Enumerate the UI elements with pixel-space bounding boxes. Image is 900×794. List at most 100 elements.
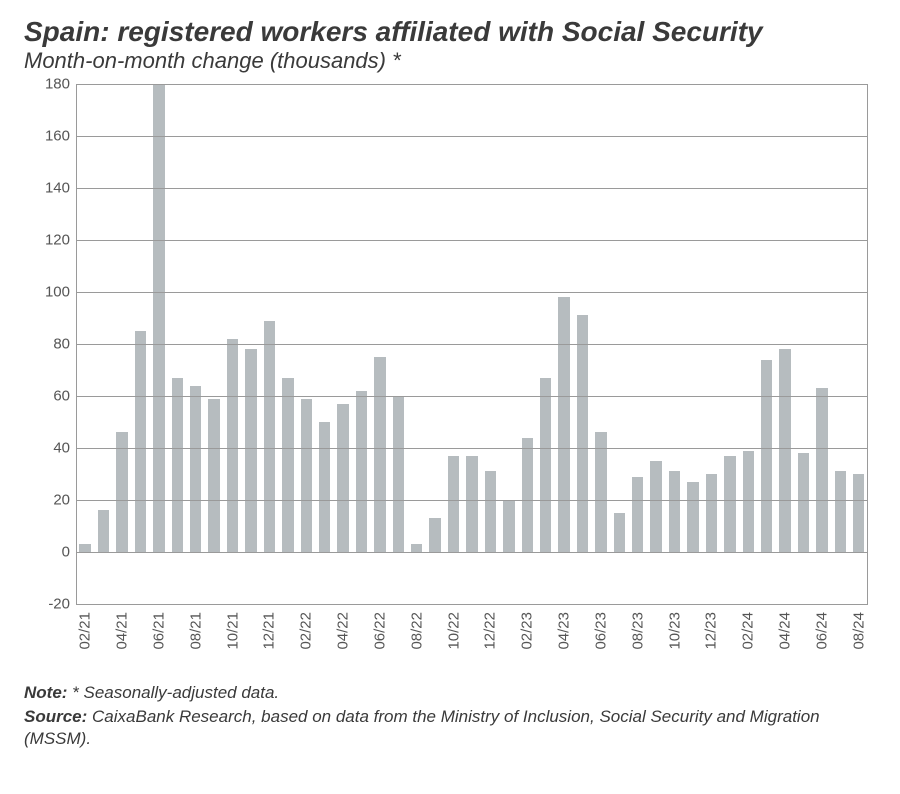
x-tick-label: 04/21	[114, 604, 131, 650]
bar	[577, 315, 588, 552]
x-tick-label: 02/21	[77, 604, 94, 650]
x-tick-label: 04/22	[335, 604, 352, 650]
y-tick-label: 120	[45, 232, 76, 249]
bar	[79, 544, 90, 552]
x-tick-label: 06/21	[150, 604, 167, 650]
y-tick-label: -20	[48, 596, 76, 613]
bar	[98, 510, 109, 552]
bar	[485, 471, 496, 552]
bar	[264, 321, 275, 552]
source-line: Source: CaixaBank Research, based on dat…	[24, 706, 876, 750]
grid-line	[76, 84, 868, 85]
bar	[153, 84, 164, 552]
bar	[319, 422, 330, 552]
bar	[798, 453, 809, 552]
grid-line	[76, 292, 868, 293]
bar	[522, 438, 533, 552]
y-tick-label: 40	[53, 440, 76, 457]
note-line: Note: * Seasonally-adjusted data.	[24, 682, 876, 704]
x-tick-label: 12/22	[482, 604, 499, 650]
bar	[448, 456, 459, 552]
bar	[650, 461, 661, 552]
bar	[301, 399, 312, 552]
x-tick-label: 08/23	[629, 604, 646, 650]
y-tick-label: 180	[45, 76, 76, 93]
chart-area: -2002040608010012014016018002/2104/2106/…	[24, 84, 868, 668]
x-tick-label: 10/23	[666, 604, 683, 650]
bar	[724, 456, 735, 552]
grid-line	[76, 188, 868, 189]
bar	[503, 500, 514, 552]
bar	[706, 474, 717, 552]
chart-subtitle: Month-on-month change (thousands) *	[24, 48, 876, 74]
y-tick-label: 80	[53, 336, 76, 353]
x-tick-label: 06/24	[813, 604, 830, 650]
bar	[116, 432, 127, 552]
figure-container: Spain: registered workers affiliated wit…	[0, 0, 900, 794]
bar	[558, 297, 569, 552]
x-tick-label: 10/22	[445, 604, 462, 650]
left-axis	[76, 84, 77, 604]
chart-title: Spain: registered workers affiliated wit…	[24, 16, 876, 48]
bar	[245, 349, 256, 552]
grid-line	[76, 552, 868, 553]
grid-line	[76, 396, 868, 397]
x-tick-label: 06/22	[371, 604, 388, 650]
source-label: Source:	[24, 707, 87, 726]
bar	[835, 471, 846, 552]
note-text: * Seasonally-adjusted data.	[67, 683, 279, 702]
x-tick-label: 04/24	[777, 604, 794, 650]
bar	[743, 451, 754, 552]
bar	[135, 331, 146, 552]
bar	[172, 378, 183, 552]
bar	[687, 482, 698, 552]
y-tick-label: 0	[62, 544, 76, 561]
bar	[411, 544, 422, 552]
bar	[614, 513, 625, 552]
x-tick-label: 02/22	[298, 604, 315, 650]
y-tick-label: 140	[45, 180, 76, 197]
bar	[374, 357, 385, 552]
source-text: CaixaBank Research, based on data from t…	[24, 707, 820, 748]
bar	[190, 386, 201, 552]
grid-line	[76, 136, 868, 137]
bar	[466, 456, 477, 552]
x-tick-label: 08/21	[187, 604, 204, 650]
bar	[429, 518, 440, 552]
bar	[356, 391, 367, 552]
y-tick-label: 60	[53, 388, 76, 405]
bar	[208, 399, 219, 552]
bar	[632, 477, 643, 552]
y-tick-label: 20	[53, 492, 76, 509]
bar	[761, 360, 772, 552]
bar	[282, 378, 293, 552]
bar	[595, 432, 606, 552]
bar	[540, 378, 551, 552]
x-tick-label: 06/23	[592, 604, 609, 650]
footnotes: Note: * Seasonally-adjusted data. Source…	[24, 682, 876, 749]
grid-line	[76, 240, 868, 241]
bar	[816, 388, 827, 552]
x-tick-label: 02/24	[740, 604, 757, 650]
right-axis	[867, 84, 868, 604]
x-tick-label: 08/24	[850, 604, 867, 650]
x-tick-label: 10/21	[224, 604, 241, 650]
x-tick-label: 12/21	[261, 604, 278, 650]
y-tick-label: 100	[45, 284, 76, 301]
grid-line	[76, 344, 868, 345]
bar	[779, 349, 790, 552]
x-tick-label: 04/23	[556, 604, 573, 650]
grid-line	[76, 500, 868, 501]
x-tick-label: 02/23	[519, 604, 536, 650]
bar	[669, 471, 680, 552]
plot-area: -2002040608010012014016018002/2104/2106/…	[76, 84, 868, 604]
x-tick-label: 08/22	[408, 604, 425, 650]
bar	[227, 339, 238, 552]
bar	[853, 474, 864, 552]
bar	[393, 396, 404, 552]
grid-line	[76, 448, 868, 449]
y-tick-label: 160	[45, 128, 76, 145]
note-label: Note:	[24, 683, 67, 702]
x-tick-label: 12/23	[703, 604, 720, 650]
bar	[337, 404, 348, 552]
